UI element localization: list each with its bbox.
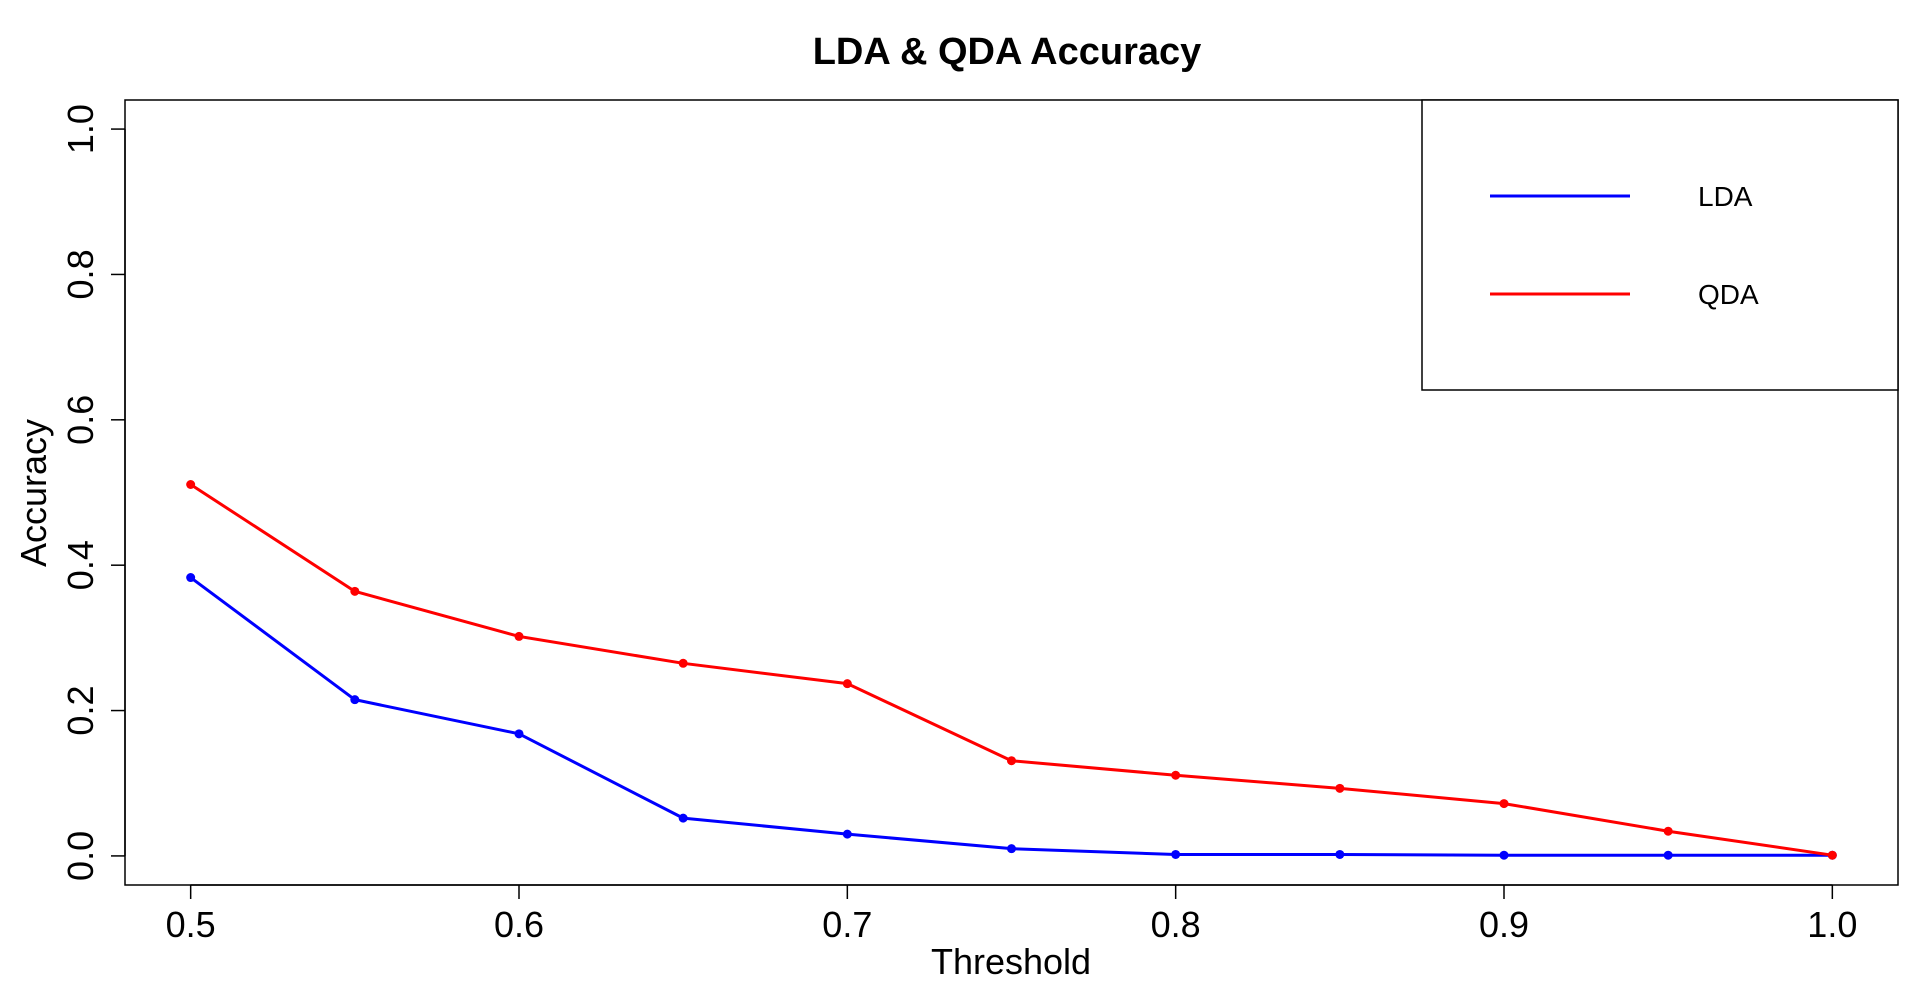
qda-point	[1827, 850, 1837, 860]
lda-point	[678, 813, 688, 823]
lda-point	[186, 573, 196, 583]
y-axis: 0.0 0.2 0.4 0.6 0.8 1.0	[60, 104, 126, 881]
lda-point	[842, 829, 852, 839]
x-tick-label: 0.7	[822, 904, 872, 945]
x-tick-label: 0.8	[1151, 904, 1201, 945]
qda-series	[186, 480, 1837, 860]
qda-point	[350, 586, 360, 596]
qda-point	[678, 658, 688, 668]
x-tick-label: 0.9	[1479, 904, 1529, 945]
qda-point	[1499, 799, 1509, 809]
x-axis: 0.5 0.6 0.7 0.8 0.9 1.0	[166, 884, 1857, 945]
qda-point	[1007, 756, 1016, 766]
lda-line	[189, 576, 1833, 857]
qda-point	[186, 480, 196, 490]
lda-point	[1663, 850, 1673, 860]
x-tick-label: 1.0	[1807, 904, 1857, 945]
qda-point	[1335, 783, 1345, 793]
y-axis-label: Accuracy	[13, 419, 54, 567]
y-tick-label: 0.6	[60, 395, 101, 445]
x-axis-label: Threshold	[931, 941, 1091, 982]
qda-point	[1663, 826, 1673, 836]
lda-point	[350, 695, 360, 705]
legend-label-lda: LDA	[1698, 181, 1753, 212]
y-tick-label: 0.8	[60, 249, 101, 299]
legend: LDA QDA	[1421, 99, 1899, 391]
qda-point	[514, 631, 524, 641]
lda-point	[1007, 844, 1016, 854]
y-tick-label: 0.4	[60, 540, 101, 590]
legend-label-qda: QDA	[1698, 279, 1759, 310]
qda-point	[1171, 770, 1181, 780]
lda-point	[1335, 849, 1345, 859]
legend-entries: LDA QDA	[1490, 181, 1759, 310]
lda-point	[1499, 850, 1509, 860]
x-tick-label: 0.6	[494, 904, 544, 945]
y-tick-label: 0.0	[60, 831, 101, 881]
qda-line	[189, 483, 1833, 857]
qda-point	[842, 679, 852, 689]
series-layer	[186, 480, 1837, 860]
lda-point	[1171, 849, 1181, 859]
legend-box	[1421, 99, 1899, 391]
y-tick-label: 1.0	[60, 104, 101, 154]
x-tick-label: 0.5	[166, 904, 216, 945]
lda-point	[514, 729, 524, 739]
lda-series	[186, 573, 1837, 860]
y-tick-label: 0.2	[60, 686, 101, 736]
chart-title: LDA & QDA Accuracy	[813, 31, 1202, 73]
